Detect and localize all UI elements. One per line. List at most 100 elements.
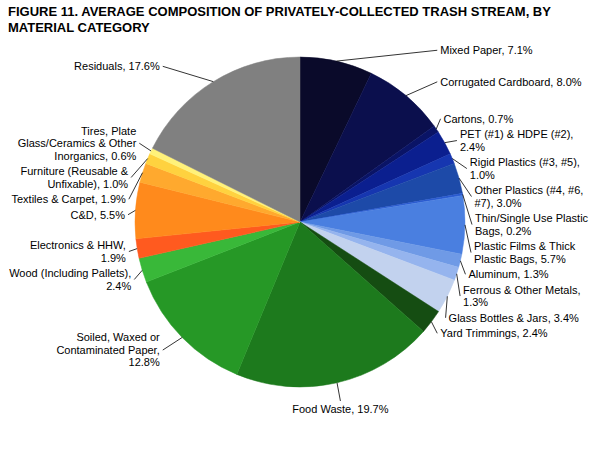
value-label: 1.0% bbox=[103, 178, 128, 190]
leader-line bbox=[436, 119, 440, 129]
slice-label: C&D, 5.5% bbox=[71, 209, 126, 221]
label-line: Other Plastics (#4, #6, bbox=[474, 184, 586, 196]
category-label: Rigid Plastics (#3, #5) bbox=[470, 156, 577, 168]
leader-line bbox=[337, 383, 340, 401]
value-label: 1.3% bbox=[523, 268, 548, 280]
leader-line bbox=[445, 141, 457, 143]
label-line: Corrugated Cardboard bbox=[440, 76, 550, 88]
label-separator: , bbox=[570, 128, 573, 140]
category-label: Electronics & HHW bbox=[30, 239, 124, 251]
value-label: 12.8% bbox=[129, 356, 160, 368]
label-line: Glass/Ceramics & Other bbox=[15, 137, 137, 149]
label-line: Bags bbox=[475, 225, 501, 237]
label-line: Glass Bottles & Jars bbox=[449, 312, 549, 324]
value-label: 5.7% bbox=[541, 253, 566, 265]
value-label: 19.7% bbox=[357, 403, 388, 415]
value-label: 1.9% bbox=[101, 252, 126, 264]
category-label: Ferrous & Other Metals bbox=[463, 284, 578, 296]
slice-label: Residuals, 17.6% bbox=[74, 60, 160, 72]
slice-label: Other Plastics (#4, #6, #7), 3.0% bbox=[474, 184, 586, 209]
category-label: Mixed Paper bbox=[440, 44, 502, 56]
label-separator: , bbox=[577, 284, 580, 296]
leader-line bbox=[337, 50, 438, 61]
slice-label: Wood (Including Pallets),2.4% bbox=[9, 267, 131, 292]
slice-label: Corrugated Cardboard, 8.0% bbox=[440, 76, 581, 88]
label-line: Electronics & HHW bbox=[30, 239, 124, 251]
label-line: Tires, Plate bbox=[81, 125, 136, 137]
value-label: 7.1% bbox=[508, 44, 533, 56]
leader-line bbox=[457, 274, 460, 296]
slice-labels: Mixed Paper, 7.1% Corrugated Cardboard, 8… bbox=[9, 44, 591, 415]
slice-label: Aluminum, 1.3% bbox=[468, 268, 548, 280]
category-label: Cartons bbox=[444, 113, 483, 125]
label-line: Rigid Plastics (#3, #5) bbox=[470, 156, 577, 168]
label-line: Thin/Single Use Plastic bbox=[475, 212, 591, 224]
title-line: MATERIAL CATEGORY bbox=[8, 20, 150, 35]
category-label: Aluminum bbox=[468, 268, 517, 280]
label-separator: , bbox=[157, 344, 160, 356]
leader-line bbox=[452, 159, 467, 169]
slice-label: PET (#1) & HDPE (#2), 2.4% bbox=[460, 128, 574, 153]
category-label: Other Plastics (#4, #6, #7) bbox=[474, 184, 586, 209]
pie-area bbox=[135, 57, 465, 387]
category-label: C&D bbox=[71, 209, 94, 221]
category-label: Textiles & Carpet bbox=[11, 193, 94, 205]
label-line: Furniture (Reusable & bbox=[21, 165, 129, 177]
label-line: Contaminated Paper bbox=[53, 344, 157, 356]
slice-label: Thin/Single Use Plastic Bags, 0.2% bbox=[475, 212, 591, 237]
label-line: Plastic Bags bbox=[474, 253, 535, 265]
value-label: 1.0% bbox=[470, 169, 495, 181]
leader-line bbox=[463, 194, 472, 224]
category-label: Furniture (Reusable & Unfixable) bbox=[21, 165, 129, 190]
category-label: Corrugated Cardboard bbox=[440, 76, 550, 88]
leader-line bbox=[459, 178, 471, 196]
slice-label: Textiles & Carpet, 1.9% bbox=[11, 193, 126, 205]
slice-label: Glass Bottles & Jars, 3.4% bbox=[449, 312, 579, 324]
slice-label: Yard Trimmings, 2.4% bbox=[440, 327, 548, 339]
category-label: Yard Trimmings bbox=[440, 327, 517, 339]
value-label: 2.4% bbox=[460, 141, 485, 153]
slice-label: Food Waste, 19.7% bbox=[292, 403, 388, 415]
label-line: Soiled, Waxed or bbox=[76, 331, 160, 343]
label-line: Wood (Including Pallets) bbox=[9, 267, 128, 279]
category-label: PET (#1) & HDPE (#2) bbox=[460, 128, 570, 140]
value-label: 3.0% bbox=[497, 197, 522, 209]
leader-line bbox=[128, 210, 135, 214]
slice-label: Plastic Films & Thick Plastic Bags, 5.7% bbox=[474, 240, 578, 265]
slice bbox=[152, 57, 300, 222]
leader-line bbox=[134, 270, 142, 279]
label-separator: , bbox=[577, 156, 580, 168]
label-line: Residuals bbox=[74, 60, 123, 72]
label-line: Textiles & Carpet bbox=[11, 193, 94, 205]
slice-label: Soiled, Waxed or Contaminated Paper,12.8… bbox=[53, 331, 160, 368]
value-label: 5.5% bbox=[100, 209, 125, 221]
title-line: FIGURE 11. AVERAGE COMPOSITION OF PRIVAT… bbox=[8, 4, 554, 19]
category-label: Thin/Single Use Plastic Bags bbox=[475, 212, 591, 237]
leader-line bbox=[129, 173, 143, 200]
leader-line bbox=[460, 261, 465, 275]
label-line: Unfixable) bbox=[44, 178, 97, 190]
label-line: Mixed Paper bbox=[440, 44, 502, 56]
label-line: PET (#1) & HDPE (#2) bbox=[460, 128, 570, 140]
leader-line bbox=[163, 337, 182, 350]
label-line: Aluminum bbox=[468, 268, 517, 280]
label-line: Inorganics bbox=[51, 150, 105, 162]
category-label: Residuals bbox=[74, 60, 123, 72]
value-label: 0.6% bbox=[111, 150, 136, 162]
category-label: Food Waste bbox=[292, 403, 351, 415]
slice-label: Ferrous & Other Metals,1.3% bbox=[463, 284, 580, 309]
category-label: Wood (Including Pallets) bbox=[9, 267, 128, 279]
slice-label: Mixed Paper, 7.1% bbox=[440, 44, 533, 56]
leader-lines bbox=[128, 50, 472, 401]
leader-line bbox=[163, 66, 214, 81]
label-line: Cartons bbox=[444, 113, 483, 125]
value-label: 0.7% bbox=[488, 113, 513, 125]
leader-line bbox=[465, 225, 471, 253]
value-label: 2.4% bbox=[523, 327, 548, 339]
leader-line bbox=[431, 322, 437, 334]
label-line: Food Waste bbox=[292, 403, 351, 415]
label-line: Yard Trimmings bbox=[440, 327, 517, 339]
value-label: 17.6% bbox=[129, 60, 160, 72]
leader-line bbox=[129, 249, 137, 252]
leader-line bbox=[406, 82, 437, 96]
